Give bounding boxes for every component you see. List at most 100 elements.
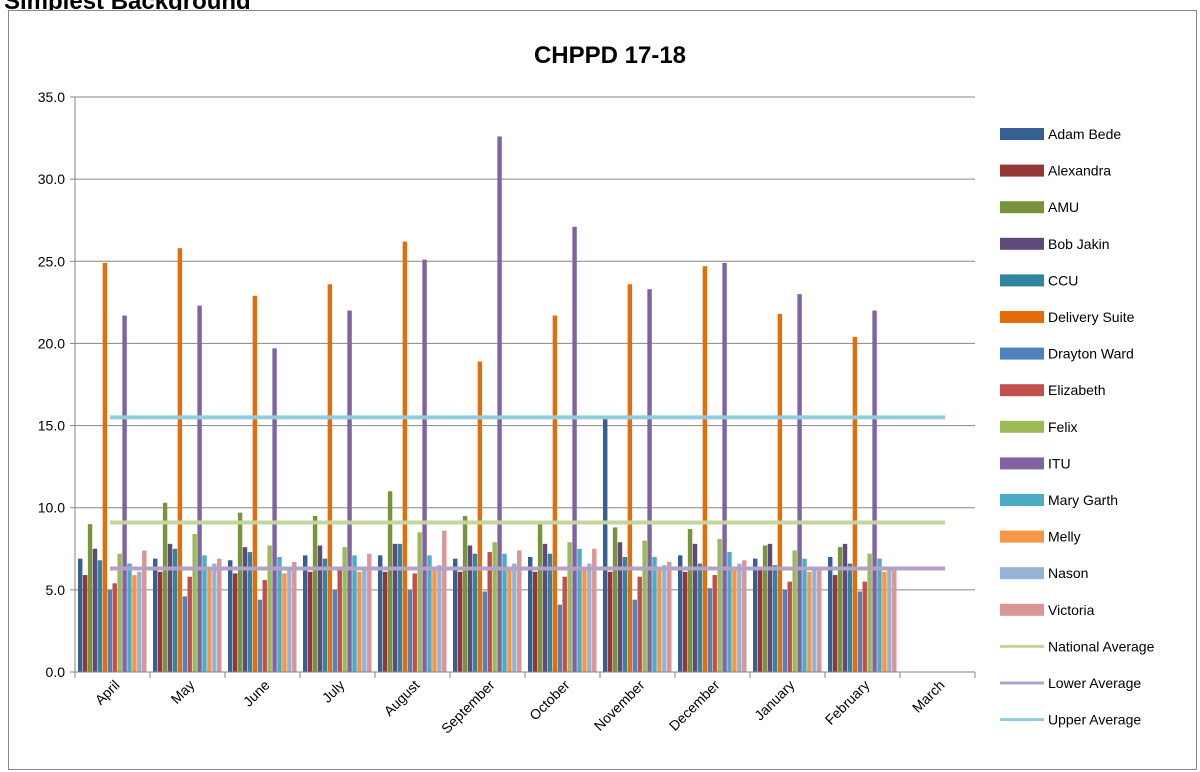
bar-adam-bede-december [678, 555, 683, 672]
bar-alexandra-november [607, 571, 613, 672]
bar-ccu-january [772, 565, 778, 672]
bar-nason-may [212, 563, 217, 672]
bar-delivery-suite-august [402, 241, 408, 673]
bar-victoria-february [892, 568, 897, 672]
bar-mary-garth-october [577, 548, 582, 672]
bar-melly-august [432, 570, 437, 672]
bar-amu-july [312, 515, 318, 672]
bar-mary-garth-april [127, 563, 132, 672]
legend-label-mary-garth: Mary Garth [1048, 492, 1118, 508]
legend-label-adam-bede: Adam Bede [1048, 126, 1121, 142]
bar-elizabeth-december [712, 575, 717, 672]
y-tick-label-6: 30.0 [38, 171, 65, 187]
legend-item-victoria: Victoria [1000, 602, 1095, 618]
bar-victoria-november [667, 561, 672, 672]
x-tick-label-december: December [666, 677, 723, 734]
bar-ccu-april [97, 560, 103, 672]
bar-adam-bede-april [78, 558, 83, 672]
bar-delivery-suite-october [552, 315, 558, 672]
bar-adam-bede-july [303, 555, 308, 672]
bar-alexandra-august [382, 571, 388, 672]
bar-itu-may [197, 305, 202, 672]
bar-amu-june [237, 512, 243, 672]
reference-lines-layer [110, 415, 945, 571]
bar-amu-december [687, 529, 693, 672]
bar-felix-december [717, 538, 722, 672]
bar-felix-july [342, 547, 347, 672]
bar-melly-october [582, 568, 587, 672]
bar-mary-garth-september [502, 553, 507, 672]
bar-mary-garth-august [427, 555, 432, 672]
bar-delivery-suite-june [252, 295, 258, 672]
x-tick-label-july: July [319, 677, 348, 706]
bar-elizabeth-january [787, 581, 792, 672]
bar-adam-bede-june [228, 560, 233, 672]
bar-amu-august [387, 491, 393, 672]
bar-melly-april [132, 575, 137, 672]
legend-item-upper-average: Upper Average [1000, 712, 1141, 728]
bar-delivery-suite-november [627, 284, 633, 672]
legend-label-drayton-ward: Drayton Ward [1048, 346, 1134, 362]
bar-adam-bede-august [378, 555, 383, 672]
bar-bob-jakin-june [242, 547, 248, 672]
legend-label-victoria: Victoria [1048, 602, 1095, 618]
x-tick-label-september: September [438, 677, 498, 737]
bar-amu-may [162, 502, 168, 672]
legend-swatch-nason [1000, 567, 1044, 580]
grid-layer [75, 96, 975, 591]
bar-bob-jakin-september [467, 545, 473, 672]
bar-bob-jakin-february [842, 543, 848, 672]
bar-mary-garth-february [877, 558, 882, 672]
bar-adam-bede-september [453, 558, 458, 672]
bar-melly-september [507, 570, 512, 672]
bar-drayton-ward-november [632, 599, 637, 672]
bar-delivery-suite-april [102, 262, 108, 672]
bar-mary-garth-january [802, 558, 807, 672]
bar-amu-november [612, 527, 618, 672]
legend-label-nason: Nason [1048, 565, 1088, 581]
bar-bob-jakin-may [167, 543, 173, 672]
bar-drayton-ward-august [407, 589, 412, 672]
bar-ccu-may [172, 548, 178, 672]
bar-elizabeth-july [337, 570, 342, 672]
legend-swatch-alexandra [1000, 164, 1044, 177]
bar-elizabeth-june [262, 580, 267, 672]
bar-nason-april [137, 571, 142, 672]
bar-elizabeth-august [412, 573, 417, 672]
bar-amu-april [87, 524, 93, 672]
bar-melly-november [657, 570, 662, 672]
bar-ccu-september [472, 553, 478, 672]
bar-bob-jakin-july [317, 545, 323, 672]
legend-item-elizabeth: Elizabeth [1000, 382, 1106, 398]
bar-ccu-august [397, 543, 403, 672]
legend-swatch-itu [1000, 457, 1044, 470]
legend-item-drayton-ward: Drayton Ward [1000, 346, 1134, 362]
legend-swatch-delivery-suite [1000, 311, 1044, 323]
bar-mary-garth-november [652, 557, 657, 672]
legend-swatch-mary-garth [1000, 494, 1044, 506]
bar-itu-december [722, 262, 727, 672]
y-tick-label-1: 5.0 [46, 582, 66, 598]
bar-felix-february [867, 553, 872, 672]
bar-bob-jakin-october [542, 543, 548, 672]
bar-drayton-ward-october [557, 604, 562, 672]
bar-adam-bede-november [603, 419, 608, 672]
bar-nason-february [887, 570, 892, 672]
legend-swatch-bob-jakin [1000, 237, 1044, 250]
bar-itu-july [347, 310, 352, 672]
bar-amu-october [537, 524, 543, 672]
bar-drayton-ward-september [482, 591, 487, 672]
bar-nason-november [662, 565, 667, 672]
bar-bob-jakin-november [617, 542, 623, 672]
bar-felix-may [192, 534, 197, 672]
bar-delivery-suite-july [327, 284, 333, 672]
bar-delivery-suite-december [702, 266, 708, 672]
bar-victoria-april [142, 550, 147, 672]
bar-delivery-suite-september [477, 361, 483, 672]
bar-felix-september [492, 542, 497, 672]
bar-nason-december [737, 563, 742, 672]
bar-alexandra-june [232, 573, 238, 672]
bar-bob-jakin-december [692, 543, 698, 672]
bar-adam-bede-january [753, 558, 758, 672]
bar-drayton-ward-april [107, 589, 112, 672]
